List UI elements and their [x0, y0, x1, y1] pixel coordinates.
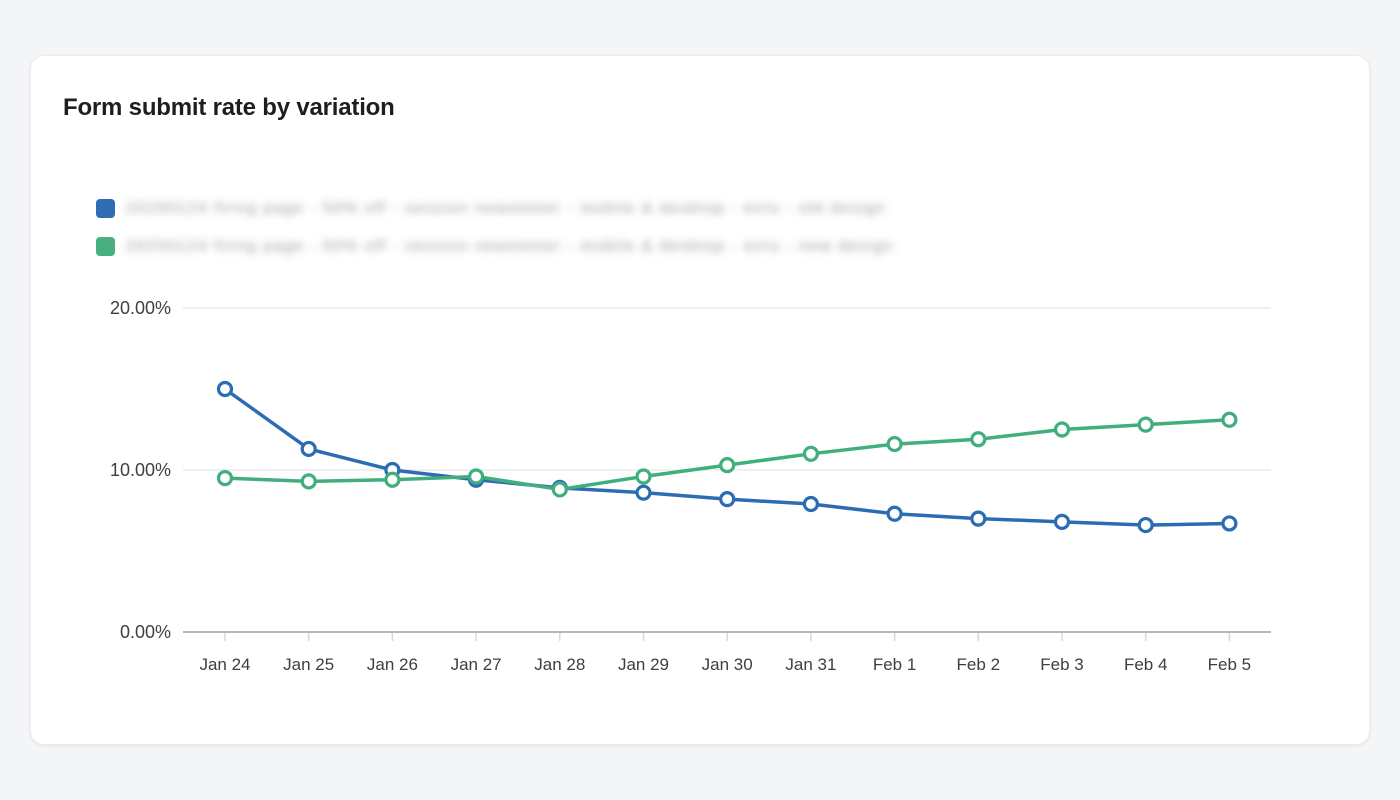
data-point-1-10[interactable]	[1053, 421, 1071, 438]
x-tick-label: Feb 5	[1208, 655, 1251, 674]
legend-item-variation-b[interactable]: 20250124 firing page - 50% off - session…	[96, 237, 894, 256]
data-point-1-2[interactable]	[384, 471, 401, 488]
y-tick-label: 20.00%	[110, 298, 171, 318]
x-tick-label: Jan 28	[534, 655, 585, 674]
data-point-0-10[interactable]	[1053, 513, 1071, 530]
data-point-0-6[interactable]	[719, 491, 736, 508]
series-line-1	[223, 418, 1232, 492]
data-point-0-12[interactable]	[1221, 515, 1238, 532]
legend-swatch-blue	[96, 199, 115, 218]
data-point-0-0[interactable]	[216, 380, 234, 398]
data-point-1-1[interactable]	[300, 473, 317, 490]
data-point-0-5[interactable]	[635, 484, 652, 501]
x-tick-label: Jan 25	[283, 655, 334, 674]
legend-label-redacted: 20250124 firing page - 50% off - session…	[126, 237, 894, 255]
x-tick-label: Jan 31	[785, 655, 836, 674]
x-tick-label: Jan 29	[618, 655, 669, 674]
legend-swatch-green	[96, 237, 115, 256]
x-tick-label: Jan 24	[199, 655, 250, 674]
data-point-1-0[interactable]	[216, 470, 234, 487]
data-point-0-9[interactable]	[970, 510, 987, 527]
legend-label-redacted: 20250124 firing page - 50% off - session…	[126, 199, 886, 217]
data-point-0-7[interactable]	[802, 495, 820, 513]
line-chart: 0.00% 10.00% 20.00% Jan 24 Jan 25 Jan 26 Jan 2…	[110, 298, 1271, 674]
data-point-1-5[interactable]	[635, 468, 652, 485]
chart-legend: 20250124 firing page - 50% off - session…	[96, 199, 894, 256]
chart-title: Form submit rate by variation	[63, 94, 395, 121]
data-point-1-6[interactable]	[719, 457, 736, 474]
chart-card: Form submit rate by variation 20250124 f…	[30, 55, 1370, 745]
x-tick-label: Jan 27	[451, 655, 502, 674]
data-point-0-8[interactable]	[886, 505, 903, 522]
y-tick-label: 0.00%	[120, 622, 171, 642]
legend-item-variation-a[interactable]: 20250124 firing page - 50% off - session…	[96, 199, 894, 218]
y-tick-label: 10.00%	[110, 460, 171, 480]
x-tick-label: Jan 26	[367, 655, 418, 674]
data-point-1-7[interactable]	[802, 445, 820, 462]
data-point-1-8[interactable]	[886, 435, 903, 453]
data-point-0-1[interactable]	[300, 440, 317, 458]
data-point-1-4[interactable]	[551, 481, 568, 498]
x-tick-label: Jan 30	[702, 655, 753, 674]
data-point-1-11[interactable]	[1137, 416, 1154, 433]
x-tick-label: Feb 3	[1040, 655, 1083, 674]
data-point-0-11[interactable]	[1137, 516, 1154, 534]
x-tick-label: Feb 4	[1124, 655, 1167, 674]
x-tick-label: Feb 2	[957, 655, 1000, 674]
data-point-1-9[interactable]	[970, 431, 987, 448]
x-tick-label: Feb 1	[873, 655, 916, 674]
data-point-1-3[interactable]	[468, 468, 485, 485]
data-point-1-12[interactable]	[1221, 411, 1238, 428]
